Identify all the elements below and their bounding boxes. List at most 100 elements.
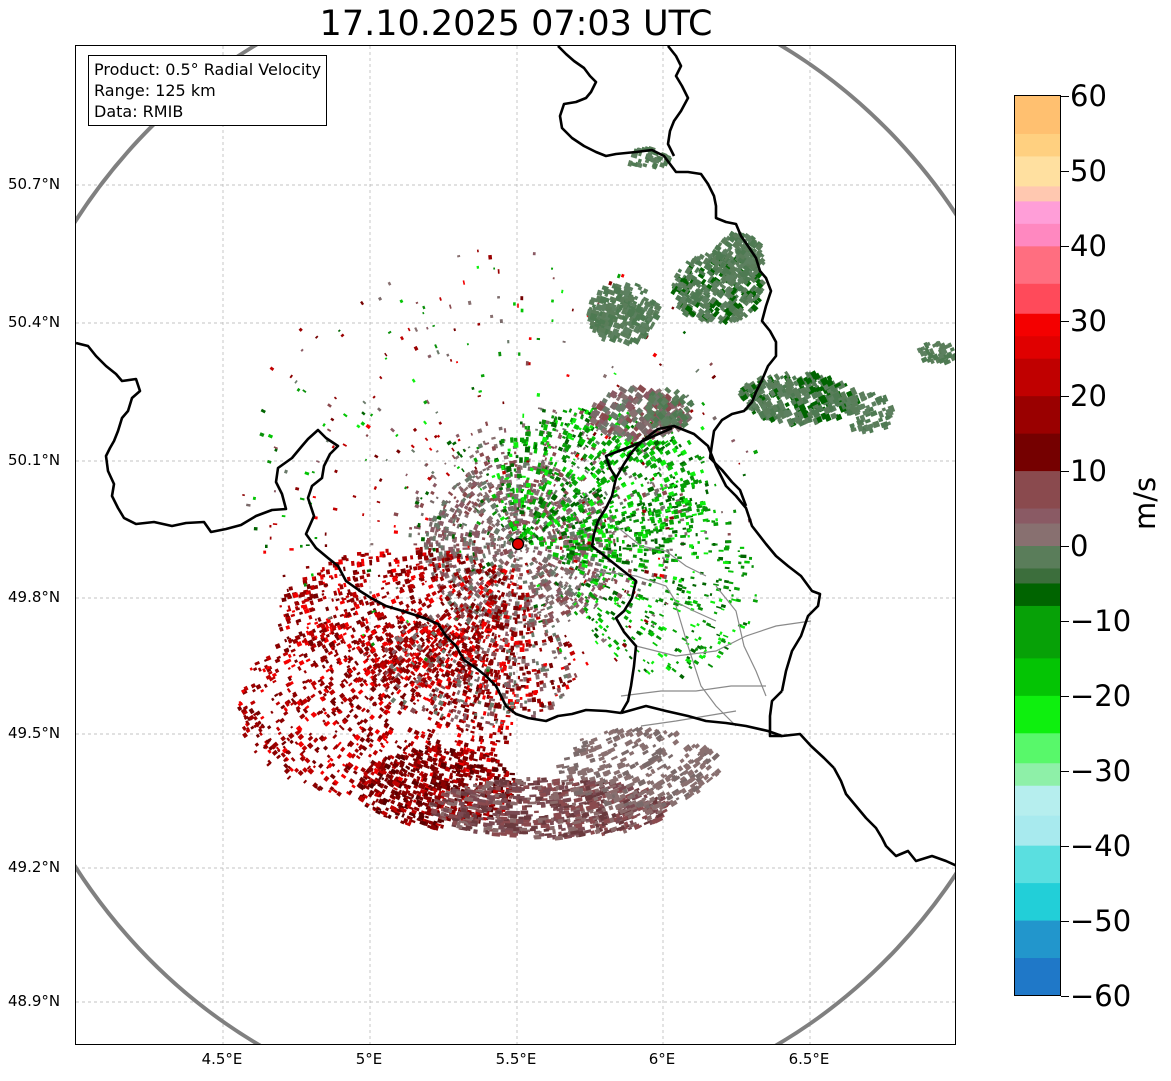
echo-gate <box>429 553 434 557</box>
echo-gate <box>356 551 362 556</box>
echo-gate <box>456 689 461 696</box>
echo-gate <box>426 537 431 544</box>
echo-gate <box>441 532 445 536</box>
echo-gate <box>255 733 260 739</box>
echo-gate <box>402 584 406 588</box>
echo-gate <box>461 497 467 503</box>
echo-gate <box>587 594 591 598</box>
radar-map[interactable] <box>75 45 956 1045</box>
echo-gate <box>323 647 329 654</box>
echo-gate <box>668 519 675 525</box>
echo-gate <box>324 658 330 664</box>
echo-gate <box>611 616 616 621</box>
echo-gate <box>497 513 502 518</box>
echo-gate <box>533 479 540 484</box>
echo-gate <box>318 580 324 586</box>
echo-gate <box>322 574 326 578</box>
echo-gate <box>459 454 463 458</box>
echo-gate <box>554 572 560 578</box>
echo-gate <box>440 545 444 549</box>
echo-gate <box>584 409 590 415</box>
echo-gate <box>488 733 493 739</box>
echo-gate <box>637 669 641 673</box>
echo-gate <box>437 555 442 562</box>
echo-gate <box>478 549 484 555</box>
echo-gate <box>420 537 425 542</box>
echo-gate <box>687 535 690 538</box>
echo-gate <box>433 476 437 480</box>
echo-gate <box>433 522 439 528</box>
echo-gate <box>336 754 342 760</box>
echo-gate <box>446 712 452 718</box>
echo-gate <box>494 583 499 588</box>
echo-gate <box>311 759 317 765</box>
echo-gate <box>339 746 346 753</box>
echo-gate <box>644 492 651 497</box>
echo-gate <box>591 584 595 588</box>
echo-gate <box>323 775 330 782</box>
echo-gate <box>358 751 364 756</box>
echo-gate <box>489 497 494 502</box>
echo-gate <box>495 486 499 491</box>
echo-gate <box>474 644 481 651</box>
echo-gate <box>452 441 457 446</box>
echo-gate <box>540 441 545 445</box>
echo-gate <box>516 475 523 479</box>
echo-gate <box>557 434 563 440</box>
echo-gate <box>569 417 574 423</box>
echo-gate <box>604 584 611 589</box>
echo-gate <box>531 589 535 593</box>
echo-gate <box>444 512 450 518</box>
echo-gate <box>297 665 302 671</box>
echo-gate <box>602 579 607 584</box>
echo-gate <box>507 530 513 535</box>
echo-gate <box>502 548 509 556</box>
echo-gate <box>671 529 678 534</box>
echo-gate <box>455 518 460 523</box>
echo-gate <box>350 597 355 603</box>
echo-gate <box>689 475 695 481</box>
echo-gate <box>431 590 437 597</box>
echo-gate <box>507 493 511 498</box>
echo-gate <box>354 660 359 666</box>
echo-gate <box>473 769 480 775</box>
echo-gate <box>513 617 518 620</box>
echo-gate <box>443 572 448 577</box>
echo-gate <box>402 556 408 562</box>
echo-gate <box>450 606 454 611</box>
echo-gate <box>676 593 680 596</box>
echo-gate <box>563 595 570 602</box>
echo-gate <box>510 553 516 558</box>
echo-gate <box>625 590 630 595</box>
echo-gate <box>680 487 685 493</box>
echo-gate <box>591 574 598 579</box>
echo-gate <box>415 496 420 501</box>
echo-gate <box>438 520 445 527</box>
echo-gate <box>591 629 595 633</box>
echo-gate <box>430 728 436 734</box>
echo-gate <box>648 548 652 551</box>
echo-gate <box>569 547 575 550</box>
echo-gate <box>527 708 531 712</box>
echo-gate <box>586 533 591 539</box>
echo-gate <box>450 564 455 568</box>
echo-gate <box>628 655 633 660</box>
echo-gate <box>519 457 523 463</box>
echo-gate <box>580 535 584 541</box>
echo-gate <box>578 436 583 441</box>
echo-gate <box>479 558 485 564</box>
echo-gate <box>542 682 547 689</box>
echo-gate <box>512 671 516 675</box>
echo-gate <box>696 508 700 513</box>
echo-gate <box>509 732 512 736</box>
echo-gate <box>359 682 365 688</box>
echo-gate <box>497 634 501 638</box>
echo-gate <box>713 583 719 587</box>
echo-gate <box>440 601 445 607</box>
echo-gate <box>356 742 359 746</box>
echo-gate <box>545 563 549 567</box>
echo-gate <box>454 455 460 460</box>
echo-gate <box>494 672 499 678</box>
echo-gate <box>562 568 568 572</box>
echo-gate <box>505 473 511 479</box>
